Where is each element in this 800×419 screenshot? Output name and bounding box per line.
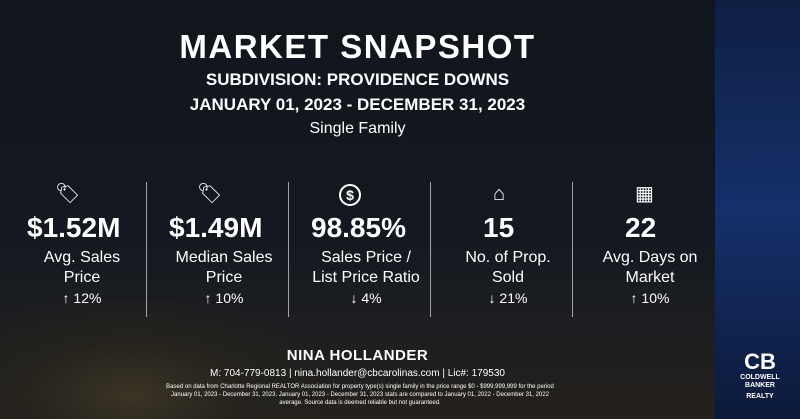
- stat-value: 22: [625, 212, 657, 243]
- dollar-circle-icon: $: [339, 182, 430, 206]
- stat-value: $1.49M: [169, 212, 263, 243]
- stat-value: 15: [483, 212, 515, 243]
- stat-label: Avg. Days on Market: [602, 249, 698, 286]
- date-range: JANUARY 01, 2023 - DECEMBER 31, 2023: [189, 95, 526, 114]
- stat-change: ↓ 4%: [350, 290, 382, 306]
- stat-props-sold: ⌂ 15 No. of Prop. Sold ↓ 21%: [431, 182, 573, 317]
- night-sky: [715, 0, 800, 419]
- agent-name: NINA HOLLANDER: [286, 347, 429, 364]
- overlay-panel: [0, 0, 715, 419]
- stat-median-sales-price: 🏷︎ $1.49M Median Sales Price ↑ 10%: [147, 182, 289, 317]
- stat-change: ↓ 21%: [488, 290, 528, 306]
- property-type: Single Family: [309, 120, 406, 137]
- stat-avg-sales-price: 🏷︎ $1.52M Avg. Sales Price ↑ 12%: [5, 182, 147, 317]
- stat-price-ratio: $ 98.85% Sales Price / List Price Ratio …: [289, 182, 431, 317]
- coldwell-banker-logo: CB COLDWELL BANKER REALTY: [740, 349, 780, 401]
- stat-label: Sales Price / List Price Ratio: [312, 249, 420, 286]
- stat-change: ↑ 10%: [630, 290, 670, 306]
- stat-label: Median Sales Price: [175, 249, 273, 286]
- subdivision: SUBDIVISION: PROVIDENCE DOWNS: [205, 70, 510, 89]
- calendar-icon: ▦: [635, 183, 654, 205]
- tag-icon: 🏷︎: [55, 183, 81, 205]
- tag-icon: 🏷︎: [197, 183, 223, 205]
- stat-value: $1.52M: [27, 212, 121, 243]
- stat-change: ↑ 12%: [62, 290, 102, 306]
- stat-label: Avg. Sales Price: [43, 249, 121, 286]
- agent-contact: M: 704-779-0813 | nina.hollander@cbcarol…: [210, 368, 505, 379]
- page-title: MARKET SNAPSHOT: [179, 28, 536, 65]
- stat-value: 98.85%: [311, 212, 406, 243]
- home-icon: ⌂: [493, 183, 506, 205]
- stat-days-on-market: ▦ 22 Avg. Days on Market ↑ 10%: [573, 182, 715, 317]
- disclaimer: Based on data from Charlotte Regional RE…: [166, 384, 554, 406]
- stats-row: 🏷︎ $1.52M Avg. Sales Price ↑ 12% 🏷︎ $1.4…: [5, 182, 715, 317]
- stat-change: ↑ 10%: [204, 290, 244, 306]
- stat-label: No. of Prop. Sold: [465, 249, 551, 286]
